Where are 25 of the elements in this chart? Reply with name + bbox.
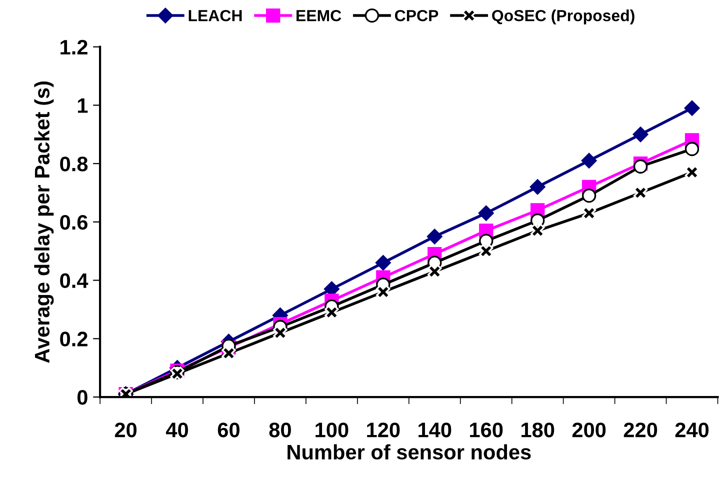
x-tick-label: 120: [367, 422, 400, 438]
y-tick-label: 1.2: [60, 40, 88, 54]
y-axis-title: Average delay per Packet (s): [34, 82, 54, 363]
y-tick-label: 0.4: [60, 273, 88, 288]
legend-label: CPCP: [394, 10, 438, 22]
x-tick-label: 100: [316, 422, 348, 438]
x-tick-label: 180: [522, 422, 554, 438]
x-tick-label: 240: [675, 422, 709, 438]
x-axis-title: Number of sensor nodes: [288, 444, 531, 460]
legend-label: LEACH: [188, 10, 242, 22]
x-tick-label: 20: [114, 422, 137, 438]
x-tick-label: 160: [470, 422, 503, 438]
legend-label: QoSEC (Proposed): [492, 10, 634, 24]
y-tick-label: 1: [78, 98, 88, 113]
x-tick-label: 220: [624, 422, 658, 438]
x-tick-label: 140: [418, 422, 452, 438]
x-tick-label: 200: [572, 422, 606, 438]
x-tick-label: 80: [269, 422, 291, 438]
x-tick-label: 60: [218, 422, 240, 438]
x-tick-label: 40: [166, 422, 188, 438]
legend-label: EEMC: [296, 10, 342, 22]
y-tick-label: 0: [77, 390, 88, 405]
y-tick-label: 0.8: [60, 156, 88, 172]
y-tick-label: 0.6: [60, 214, 88, 230]
y-tick-label: 0.2: [60, 332, 88, 346]
